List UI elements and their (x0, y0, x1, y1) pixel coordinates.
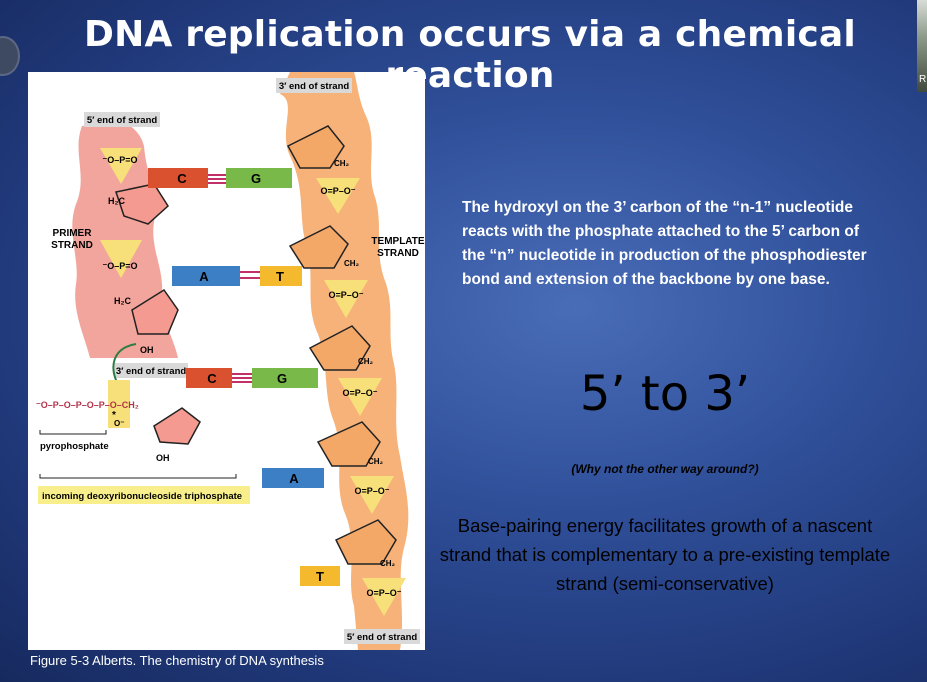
template-phosphate-1 (316, 178, 360, 214)
base-c-2: C (207, 371, 217, 386)
end3-primer-label: 3′ end of strand (116, 366, 187, 377)
template-strand-label-1: TEMPLATE (371, 236, 424, 247)
template-sugar-1 (286, 125, 345, 169)
base-a-2-box: A (262, 468, 324, 488)
end3-primer-box: 3′ end of strand (114, 363, 188, 378)
template-ch2-3: CH₂ (358, 357, 374, 366)
base-pair-3: C G (186, 368, 318, 388)
question-text: (Why not the other way around?) (571, 462, 759, 476)
end3-template-box: 3′ end of strand (276, 78, 352, 93)
base-t-2-box: T (300, 566, 340, 586)
primer-h2c-1: H₂C (108, 196, 125, 206)
incoming-oh: OH (156, 453, 170, 463)
end3-template-label: 3′ end of strand (279, 81, 350, 92)
primer-phosphate-2-text: ⁻O–P=O (102, 261, 137, 271)
template-ch2-4: CH₂ (368, 457, 384, 466)
pyrophosphate-label: pyrophosphate (40, 441, 109, 452)
base-a-1: A (199, 269, 209, 284)
primer-oh: OH (140, 345, 154, 355)
direction-text: 5’ to 3’ (579, 366, 751, 422)
template-phosphate-5 (362, 578, 406, 616)
incoming-phosphate-highlight (108, 380, 130, 428)
webcam-label: R (919, 74, 927, 85)
dna-synthesis-figure: 5′ end of strand 3′ end of strand 3′ end… (28, 72, 425, 650)
triphosphate-star: * (112, 410, 116, 421)
presenter-circle (0, 36, 20, 76)
template-sugar-4 (316, 421, 381, 467)
incoming-bracket (39, 474, 237, 479)
primer-strand-label-1: PRIMER (53, 228, 93, 239)
template-sugar-2 (288, 225, 349, 269)
end5-primer-label: 5′ end of strand (87, 115, 158, 126)
template-strand-label-2: STRAND (377, 248, 419, 259)
template-sugar-5 (334, 519, 397, 565)
primer-strand-label-2: STRAND (51, 240, 93, 251)
template-phosphate-3 (338, 378, 382, 416)
primer-sugar-2 (131, 288, 179, 335)
template-sugar-3 (308, 325, 371, 371)
primer-phosphate-1 (100, 148, 142, 184)
incoming-label-bg (38, 486, 250, 504)
triphosphate-o-minus: O⁻ (114, 419, 124, 428)
base-a-2: A (289, 471, 299, 486)
primer-phosphate-1-text: ⁻O–P=O (102, 155, 137, 165)
base-c-1: C (177, 171, 187, 186)
primer-phosphate-2 (100, 240, 142, 278)
incoming-sugar (153, 407, 201, 445)
webcam-thumbnail (917, 0, 927, 92)
template-phosphate-2 (324, 280, 368, 318)
template-ch2-1: CH₂ (334, 159, 350, 168)
template-phosphate-1-text: O=P–O⁻ (320, 186, 355, 196)
base-g-2: G (277, 371, 287, 386)
template-ch2-5: CH₂ (380, 559, 396, 568)
base-t-2: T (316, 569, 324, 584)
pyrophosphate-bracket (39, 430, 107, 435)
template-ch2-2: CH₂ (344, 259, 360, 268)
base-pairing-text: Base-pairing energy facilitates growth o… (439, 515, 891, 594)
end5-template-label: 5′ end of strand (347, 632, 418, 643)
figure-caption: Figure 5-3 Alberts. The chemistry of DNA… (30, 653, 324, 668)
explanation-text: The hydroxyl on the 3’ carbon of the “n-… (462, 199, 867, 288)
template-phosphate-5-text: O=P–O⁻ (366, 588, 401, 598)
base-g-1: G (251, 171, 261, 186)
end5-template-box: 5′ end of strand (344, 629, 420, 644)
primer-h2c-2: H₂C (114, 296, 131, 306)
incoming-label: incoming deoxyribonucleoside triphosphat… (42, 491, 242, 502)
base-t-1: T (276, 269, 284, 284)
template-phosphate-4-text: O=P–O⁻ (354, 486, 389, 496)
dna-synthesis-diagram: 5′ end of strand 3′ end of strand 3′ end… (36, 72, 425, 650)
end5-primer-box: 5′ end of strand (84, 112, 160, 127)
triphosphate-chain: ⁻O–P–O–P–O–P–O–CH₂ (36, 400, 139, 410)
primer-sugar-1 (115, 183, 169, 225)
template-phosphate-3-text: O=P–O⁻ (342, 388, 377, 398)
slide-title: DNA replication occurs via a chemical re… (84, 14, 856, 96)
template-phosphate-4 (350, 476, 394, 514)
base-pair-2: A T (172, 266, 302, 286)
base-pair-1: C G (148, 168, 292, 188)
template-phosphate-2-text: O=P–O⁻ (328, 290, 363, 300)
